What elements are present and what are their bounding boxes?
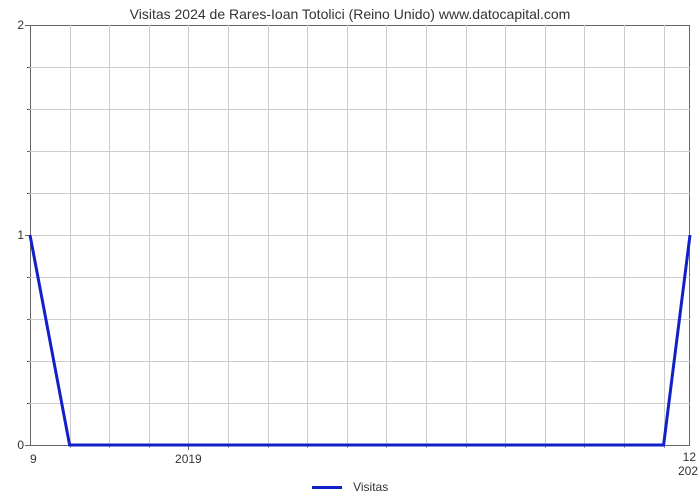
- y-tick-label: 1: [17, 228, 24, 242]
- y-tick-label: 0: [17, 438, 24, 452]
- series-line: [30, 235, 690, 445]
- x-tick-label: 2019: [175, 452, 202, 466]
- x-edge-label-right-bottom: 202: [678, 464, 698, 478]
- legend-swatch: [312, 486, 342, 489]
- line-layer: [30, 25, 690, 445]
- y-tick-label: 2: [17, 18, 24, 32]
- chart-container: Visitas 2024 de Rares-Ioan Totolici (Rei…: [0, 0, 700, 500]
- x-edge-label-right-top: 12: [683, 450, 696, 464]
- legend-label: Visitas: [353, 480, 388, 494]
- chart-title: Visitas 2024 de Rares-Ioan Totolici (Rei…: [0, 6, 700, 22]
- x-edge-label-left: 9: [30, 452, 37, 466]
- legend: Visitas: [0, 480, 700, 494]
